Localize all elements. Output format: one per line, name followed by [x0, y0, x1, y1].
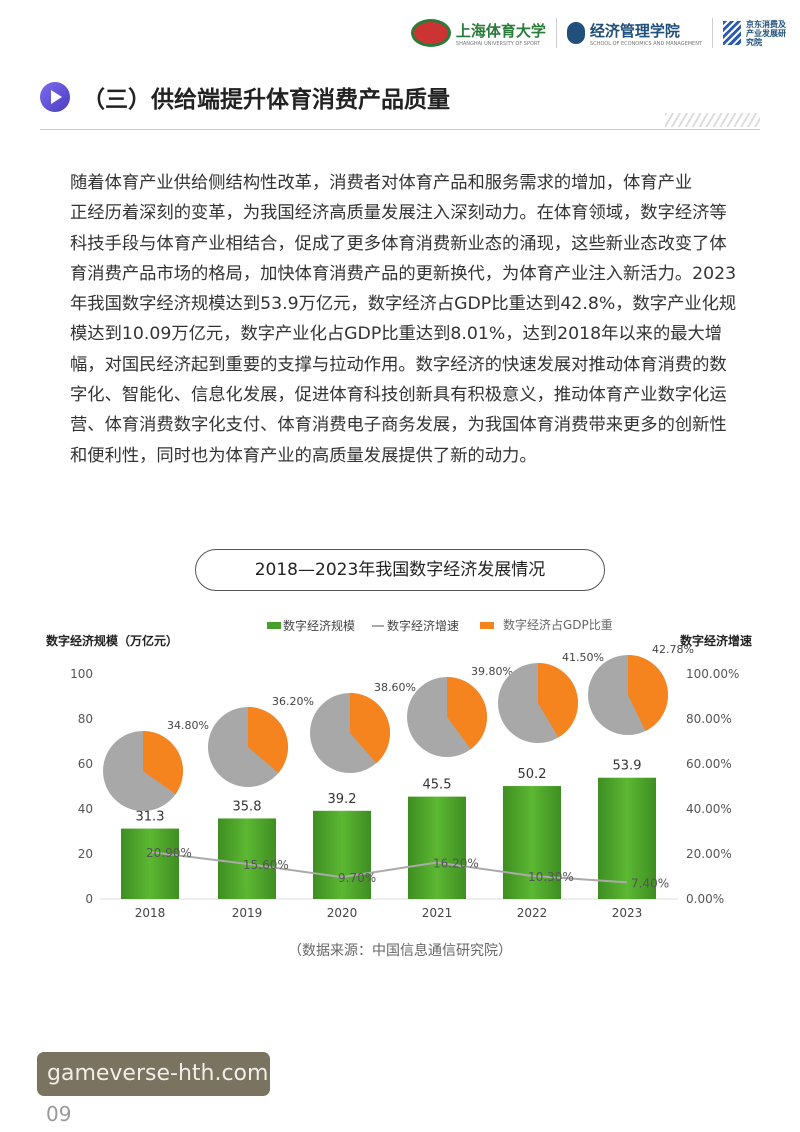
pie-slice	[628, 655, 669, 731]
body-paragraph: 随着体育产业供给侧结构性改革，消费者对体育产品和服务需求的增加，体育产业正经历着…	[70, 168, 770, 471]
y-axis-title: 数字经济规模（万亿元）	[46, 633, 178, 648]
bar	[313, 810, 371, 899]
bar-value-label: 39.2	[328, 792, 357, 807]
y2-tick-label: 40.00%	[686, 802, 732, 816]
bar	[218, 818, 276, 899]
bar	[121, 828, 179, 899]
bar-value-label: 50.2	[518, 767, 547, 782]
y-tick-label: 60	[78, 757, 93, 771]
growth-label: 15.60%	[243, 858, 289, 872]
paragraph-line: 科技手段与体育产业相结合，促成了更多体育消费新业态的涌现，这些新业态改变了体	[70, 233, 727, 254]
sus-logo: 上海体育大学 SHANGHAI UNIVERSITY OF SPORT	[410, 19, 546, 47]
growth-label: 16.20%	[433, 857, 479, 871]
pie-slice	[350, 693, 391, 764]
paragraph-line: 模达到10.09万亿元，数字产业化占GDP比重达到8.01%，达到2018年以来…	[70, 324, 723, 345]
pie-label: 36.20%	[272, 695, 314, 708]
y2-tick-label: 20.00%	[686, 847, 732, 861]
growth-label: 9.70%	[338, 871, 376, 885]
pie-label: 34.80%	[167, 719, 209, 732]
sem-logo: 经济管理学院 SCHOOL OF ECONOMICS AND MANAGEMENT	[566, 20, 702, 47]
source-note: （数据来源：中国信息通信研究院）	[288, 943, 512, 959]
paragraph-line: 随着体育产业供给侧结构性改革，消费者对体育产品和服务需求的增加，体育产业	[70, 173, 693, 193]
bar-value-label: 45.5	[423, 778, 452, 793]
y-tick-label: 40	[78, 802, 93, 816]
legend-bar-label: 数字经济规模	[283, 618, 355, 633]
x-tick-label: 2022	[517, 906, 548, 920]
chart-title: 2018—2023年我国数字经济发展情况	[195, 549, 605, 591]
bar-value-label: 35.8	[233, 799, 262, 814]
header-logos: 上海体育大学 SHANGHAI UNIVERSITY OF SPORT 经济管理学…	[410, 18, 790, 48]
bar	[598, 777, 656, 899]
divider	[40, 129, 760, 130]
y2-tick-label: 60.00%	[686, 757, 732, 771]
pie-label: 38.60%	[374, 681, 416, 694]
bar-value-label: 53.9	[613, 759, 642, 774]
paragraph-line: 年我国数字经济规模达到53.9万亿元，数字经济占GDP比重达到42.8%，数字产…	[70, 294, 737, 315]
legend-pie-swatch	[480, 622, 494, 629]
y2-axis-title: 数字经济增速	[680, 633, 752, 648]
paragraph-line: 营、体育消费数字化支付、体育消费电子商务发展，为我国体育消费带来更多的创新性	[70, 415, 727, 436]
paragraph-line: 育消费产品市场的格局，加快体育消费产品的更新换代，为体育产业注入新活力。2023	[70, 263, 737, 284]
y-tick-label: 80	[78, 712, 93, 726]
bar-value-label: 31.3	[136, 810, 165, 825]
x-tick-label: 2019	[232, 906, 263, 920]
bar	[408, 796, 466, 899]
section-title: （三）供给端提升体育消费产品质量	[82, 87, 450, 113]
x-tick-label: 2018	[135, 906, 166, 920]
paragraph-line: 字化、智能化、信息化发展，促进体育科技创新具有积极意义，推动体育产业数字化运	[70, 385, 727, 406]
growth-label: 10.30%	[528, 870, 574, 884]
y2-tick-label: 0.00%	[686, 892, 724, 906]
pie-label: 41.50%	[562, 651, 604, 664]
x-tick-label: 2023	[612, 906, 643, 920]
legend-line-label: 数字经济增速	[387, 618, 459, 633]
pie-slice	[538, 663, 578, 738]
watermark: gameverse-hth.com	[37, 1052, 270, 1096]
y2-tick-label: 80.00%	[686, 712, 732, 726]
pie-label: 39.80%	[471, 665, 513, 678]
pie-slice	[143, 731, 184, 795]
y2-tick-label: 100.00%	[686, 667, 739, 681]
growth-label: 20.90%	[146, 846, 192, 860]
legend-pie-label: 数字经济占GDP比重	[503, 617, 613, 632]
x-tick-label: 2020	[327, 906, 358, 920]
paragraph-line: 正经历着深刻的变革，为我国经济高质量发展注入深刻动力。在体育领域，数字经济等	[70, 203, 727, 224]
pie-slice	[248, 707, 288, 773]
growth-label: 7.40%	[631, 876, 669, 890]
pie-slice	[447, 677, 488, 750]
growth-line	[149, 850, 628, 884]
play-icon	[40, 82, 70, 112]
y-tick-label: 0	[85, 892, 93, 906]
pie-label: 42.78%	[652, 643, 694, 656]
paragraph-line: 和便利性，同时也为体育产业的高质量发展提供了新的动力。	[70, 445, 537, 466]
bar	[503, 786, 561, 899]
page-number: 09	[46, 1102, 72, 1126]
paragraph-line: 幅，对国民经济起到重要的支撑与拉动作用。数字经济的快速发展对推动体育消费的数	[70, 354, 727, 375]
x-tick-label: 2021	[422, 906, 453, 920]
y-tick-label: 100	[70, 667, 93, 681]
decorative-hatch	[665, 113, 760, 127]
legend-bar-swatch	[267, 622, 281, 629]
jd-institute-logo: 京东消费及产业发展研究院	[723, 20, 790, 47]
y-tick-label: 20	[78, 847, 93, 861]
